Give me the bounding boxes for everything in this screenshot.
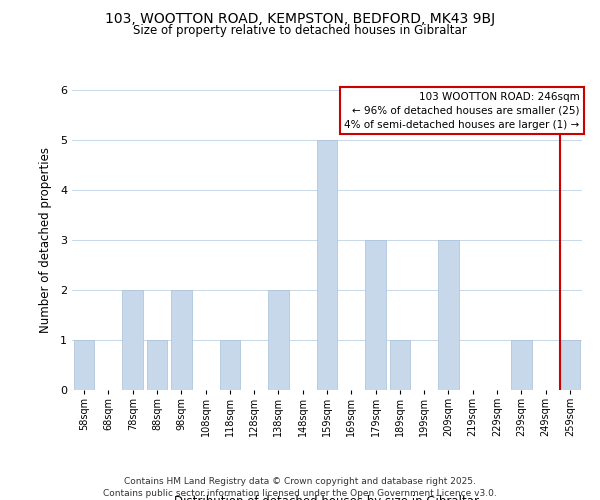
Bar [268, 290, 289, 390]
Bar [438, 240, 459, 390]
X-axis label: Distribution of detached houses by size in Gibraltar: Distribution of detached houses by size … [175, 494, 479, 500]
Bar [74, 340, 94, 390]
Bar [317, 140, 337, 390]
Text: Contains HM Land Registry data © Crown copyright and database right 2025.
Contai: Contains HM Land Registry data © Crown c… [103, 476, 497, 498]
Bar [171, 290, 191, 390]
Bar [220, 340, 240, 390]
Y-axis label: Number of detached properties: Number of detached properties [38, 147, 52, 333]
Bar [560, 340, 580, 390]
Bar [389, 340, 410, 390]
Text: 103, WOOTTON ROAD, KEMPSTON, BEDFORD, MK43 9BJ: 103, WOOTTON ROAD, KEMPSTON, BEDFORD, MK… [105, 12, 495, 26]
Text: Size of property relative to detached houses in Gibraltar: Size of property relative to detached ho… [133, 24, 467, 37]
Bar [146, 340, 167, 390]
Bar [511, 340, 532, 390]
Bar [365, 240, 386, 390]
Text: 103 WOOTTON ROAD: 246sqm
← 96% of detached houses are smaller (25)
4% of semi-de: 103 WOOTTON ROAD: 246sqm ← 96% of detach… [344, 92, 580, 130]
Bar [122, 290, 143, 390]
